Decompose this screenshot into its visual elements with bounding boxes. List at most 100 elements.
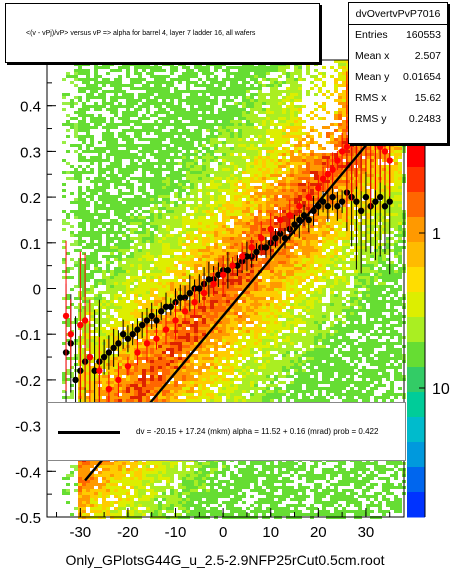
red-profile-point (286, 212, 293, 219)
fit-legend-line (58, 431, 120, 434)
black-profile-point (134, 326, 141, 333)
stats-row-rmsx: RMS x 15.62 (349, 88, 447, 109)
black-profile-point (91, 367, 98, 374)
red-profile-point (238, 253, 246, 260)
black-profile-point (329, 193, 336, 201)
x-tick-label: 10 (262, 524, 279, 541)
x-tick-label: 20 (310, 524, 327, 541)
black-profile-point (353, 198, 360, 205)
fit-legend: dv = -20.15 + 17.24 (mkm) alpha = 11.52 … (47, 402, 406, 461)
black-profile-point (386, 198, 393, 205)
black-profile-point (243, 253, 251, 260)
y-tick-label: 0.3 (20, 144, 41, 161)
black-profile-point (158, 308, 165, 315)
black-profile-point (143, 317, 151, 324)
red-profile-point (96, 367, 103, 374)
red-profile-point (86, 353, 94, 361)
black-profile-point (110, 344, 117, 352)
red-profile-point (319, 175, 327, 183)
stats-label: RMS x (355, 92, 387, 104)
red-profile-point (381, 148, 389, 155)
y-tick-label: -0.5 (15, 510, 41, 527)
black-profile-point (196, 285, 203, 292)
red-profile-point (172, 317, 179, 324)
fit-legend-text: dv = -20.15 + 17.24 (mkm) alpha = 11.52 … (136, 427, 379, 436)
black-profile-point (129, 331, 136, 338)
black-profile-point (357, 207, 365, 215)
y-tick-label: -0.2 (15, 373, 41, 390)
red-profile-point (343, 143, 351, 151)
black-profile-point (372, 198, 379, 205)
red-profile-point (191, 299, 198, 306)
x-tick-label: 30 (358, 524, 375, 541)
stats-row-meanx: Mean x 2.507 (349, 46, 447, 67)
stats-row-rmsy: RMS y 0.2483 (349, 109, 447, 130)
black-profile-point (105, 349, 113, 356)
black-profile-point (177, 294, 184, 301)
red-profile-point (134, 349, 141, 356)
black-profile-point (186, 289, 193, 297)
red-profile-point (67, 331, 75, 338)
black-profile-point (181, 294, 189, 301)
black-profile-point (253, 248, 260, 256)
stats-name: dvOvertvPvP7016 (349, 3, 447, 25)
red-profile-point (153, 335, 160, 342)
black-profile-point (334, 203, 341, 210)
y-tick-label: -0.4 (15, 464, 41, 481)
red-profile-point (62, 312, 70, 320)
red-profile-point (248, 244, 255, 251)
chart-title: <(v - vPj)/vP> versus vP => alpha for ba… (26, 30, 256, 37)
color-scale-bar: 1 10 (407, 142, 450, 518)
red-profile-point (315, 184, 322, 192)
x-tick-label: 0 (219, 524, 227, 541)
stats-value: 160553 (405, 29, 441, 41)
stats-label: Mean x (355, 50, 390, 62)
red-profile-point (124, 362, 132, 370)
red-profile-point (324, 171, 332, 178)
red-profile-point (81, 317, 89, 324)
red-profile-point (338, 148, 346, 155)
x-tick-label: -20 (117, 524, 139, 541)
black-profile-point (262, 244, 270, 251)
stats-box: dvOvertvPvP7016 Entries 160553 Mean x 2.50… (348, 2, 448, 144)
red-profile-point (143, 340, 151, 347)
black-profile-point (119, 331, 127, 338)
black-profile-point (224, 267, 232, 274)
black-profile-point (167, 303, 174, 310)
red-profile-point (181, 308, 189, 315)
red-profile-point (329, 166, 336, 173)
black-profile-point (338, 198, 346, 205)
y-tick-label: 0.2 (20, 190, 41, 207)
black-profile-point (291, 221, 298, 228)
y-tick-label: 0 (33, 282, 41, 299)
black-profile-point (377, 193, 384, 201)
stats-value: 0.2483 (408, 113, 441, 125)
red-profile-point (305, 193, 312, 201)
black-profile-point (277, 230, 284, 237)
red-profile-point (386, 157, 393, 164)
y-tick-label: -0.3 (15, 419, 41, 436)
black-profile-point (305, 216, 312, 224)
red-profile-point (200, 289, 208, 297)
stats-row-entries: Entries 160553 (349, 25, 447, 46)
stats-label: RMS y (355, 113, 387, 125)
black-profile-point (234, 262, 241, 269)
red-profile-point (258, 235, 265, 242)
black-profile-point (100, 353, 108, 361)
black-profile-point (148, 312, 155, 320)
red-profile-point (219, 271, 227, 278)
x-tick-label: -30 (69, 524, 91, 541)
red-profile-point (334, 157, 341, 164)
red-profile-point (277, 216, 284, 224)
black-profile-point (205, 276, 213, 283)
stats-label: Mean y (355, 71, 390, 83)
black-profile-point (215, 271, 222, 278)
black-profile-point (381, 203, 389, 210)
stats-value: 0.01654 (403, 71, 441, 83)
y-tick-label: -0.1 (15, 327, 41, 344)
black-profile-point (362, 193, 370, 201)
x-tick-label: -10 (165, 524, 187, 541)
red-profile-point (77, 321, 84, 329)
black-profile-point (72, 376, 79, 384)
stats-label: Entries (355, 29, 388, 41)
